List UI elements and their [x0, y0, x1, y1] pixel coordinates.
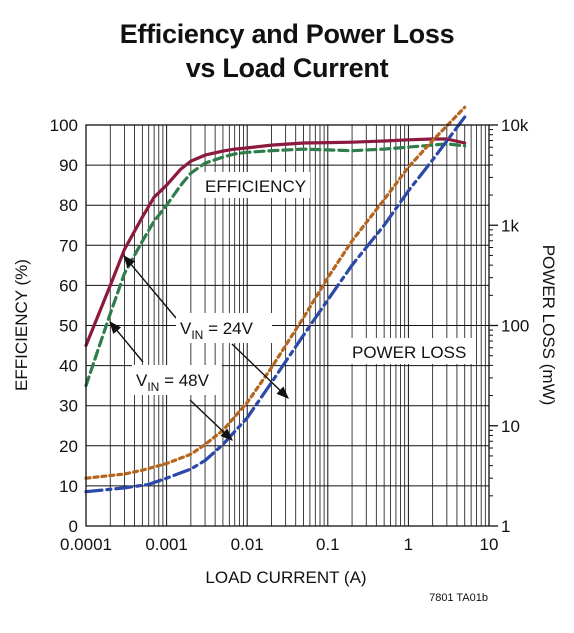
y2-tick-label: 10 [501, 417, 520, 436]
y-tick-label: 60 [59, 276, 78, 295]
series-line-4 [84, 115, 467, 494]
vin48-arrow-efficiency [109, 321, 144, 363]
y-tick-label: 40 [59, 357, 78, 376]
chart-title: Efficiency and Power Loss [119, 19, 455, 49]
label-power-loss: POWER LOSS [352, 343, 466, 362]
label-efficiency: EFFICIENCY [205, 177, 306, 196]
x-tick-label: 0.1 [316, 535, 340, 554]
x-axis-label: LOAD CURRENT (A) [205, 568, 366, 587]
y-tick-label: 20 [59, 437, 78, 456]
vin24-arrow-efficiency [123, 255, 177, 319]
y2-tick-label: 1k [501, 216, 519, 235]
tick-labels: 0.0001 0.001 0.01 0.1 1 100102030405060708090… [50, 116, 530, 554]
y-tick-label: 90 [59, 156, 78, 175]
y-axis-label: EFFICIENCY (%) [12, 259, 31, 391]
series-line-3 [84, 105, 467, 480]
series-line-2 [84, 142, 467, 388]
vin24-arrow-powerloss [231, 343, 289, 399]
y2-tick-label: 1 [501, 517, 510, 536]
x-tick-label: 0.001 [145, 535, 188, 554]
y-tick-label: 100 [50, 116, 78, 135]
y-tick-label: 70 [59, 236, 78, 255]
plot-frame [85, 124, 498, 527]
y2-tick-label: 100 [501, 317, 529, 336]
y2-axis-label: POWER LOSS (mW) [539, 245, 558, 406]
y-tick-label: 80 [59, 196, 78, 215]
y-tick-label: 0 [69, 517, 78, 536]
series-line-1 [84, 137, 467, 348]
label-vin-48v: VIN = 48V [136, 371, 210, 394]
x-tick-label: 0.0001 [60, 535, 112, 554]
y-tick-label: 10 [59, 477, 78, 496]
series-lines [84, 105, 467, 494]
vin48-arrow-powerloss [189, 399, 233, 441]
x-tick-label: 10 [480, 535, 499, 554]
figure-code: 7801 TA01b [429, 592, 488, 604]
x-tick-label: 1 [404, 535, 413, 554]
x-tick-label: 0.01 [231, 535, 264, 554]
chart-subtitle: vs Load Current [185, 53, 389, 83]
label-vin-24v: VIN = 24V [180, 319, 254, 342]
y-tick-label: 30 [59, 397, 78, 416]
annotations: EFFICIENCY POWER LOSS VIN = 24V VIN = 48… [109, 172, 474, 441]
y-tick-label: 50 [59, 317, 78, 336]
y2-tick-label: 10k [501, 116, 529, 135]
